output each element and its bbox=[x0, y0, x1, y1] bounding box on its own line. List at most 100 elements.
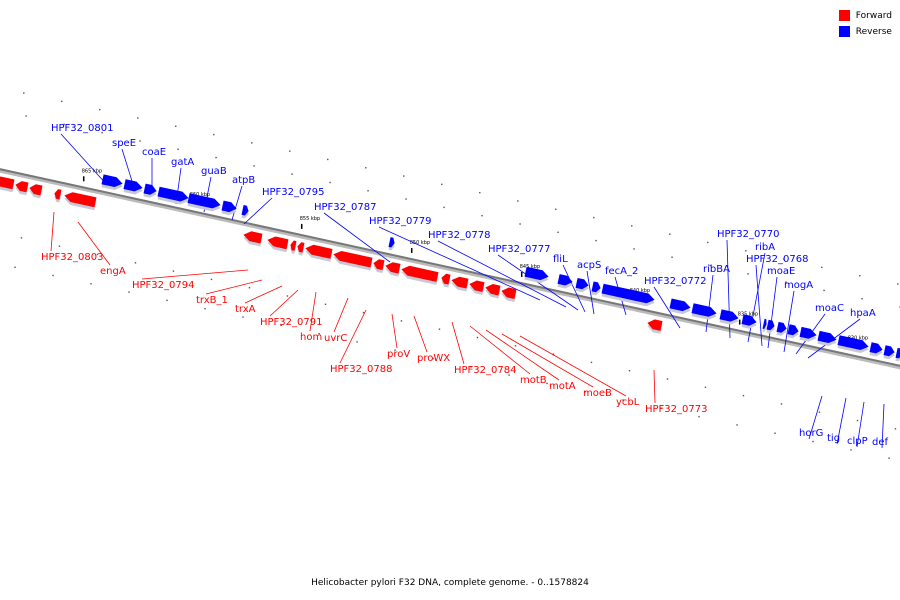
gene-arrow bbox=[187, 193, 221, 209]
gene-arrow bbox=[485, 284, 501, 296]
label-leader bbox=[323, 212, 391, 263]
scale-label: 850 kbp bbox=[410, 240, 430, 246]
gene-arrow bbox=[817, 330, 837, 343]
label-leader bbox=[856, 401, 865, 448]
gene-arrow bbox=[143, 183, 157, 195]
guide-dot bbox=[443, 206, 445, 209]
gene-arrow bbox=[373, 259, 385, 271]
guide-dot bbox=[557, 231, 559, 233]
guide-dot bbox=[242, 316, 244, 318]
gene-arrow bbox=[241, 205, 249, 216]
gene-arrow bbox=[601, 283, 655, 304]
scale-label: 835 kbp bbox=[738, 312, 758, 318]
guide-dot bbox=[742, 394, 745, 397]
guide-dot bbox=[519, 223, 521, 225]
gene-arrow bbox=[441, 273, 451, 285]
guide-dot bbox=[861, 298, 863, 300]
guide-dot bbox=[821, 266, 823, 269]
legend-forward-label: Forward bbox=[855, 10, 892, 21]
label-leader bbox=[653, 369, 656, 404]
gene-label: fecA_2 bbox=[605, 266, 638, 277]
guide-dot bbox=[204, 308, 206, 310]
gene-arrow bbox=[15, 181, 29, 193]
guide-dot bbox=[704, 386, 707, 389]
guide-dot bbox=[859, 274, 861, 277]
scale-label: 865 kbp bbox=[82, 168, 102, 174]
label-leader bbox=[60, 133, 109, 187]
scale-label: 840 kbp bbox=[630, 288, 650, 294]
label-leader bbox=[562, 264, 586, 313]
guide-dot bbox=[508, 374, 510, 376]
gene-arrow bbox=[267, 236, 289, 250]
guide-dot bbox=[812, 440, 814, 443]
legend-reverse: Reverse bbox=[838, 24, 892, 39]
label-leader bbox=[519, 335, 627, 397]
guide-dot bbox=[631, 225, 633, 227]
guide-dot bbox=[25, 115, 27, 117]
guide-dot bbox=[215, 156, 217, 159]
guide-dot bbox=[669, 233, 671, 235]
gene-arrow bbox=[29, 184, 43, 196]
gene-label: tig bbox=[827, 433, 840, 444]
scale-label: 855 kbp bbox=[300, 216, 320, 222]
label-leader bbox=[836, 397, 847, 445]
gene-arrow bbox=[54, 189, 62, 200]
gene-arrow bbox=[575, 278, 589, 290]
gene-label: HPF32_0772 bbox=[644, 276, 706, 287]
gene-arrow bbox=[869, 342, 883, 354]
gene-arrow bbox=[895, 347, 900, 359]
gene-arrow bbox=[837, 335, 869, 350]
gene-label: moaC bbox=[815, 303, 844, 314]
gene-arrow bbox=[883, 345, 895, 357]
gene-label: HPF32_0795 bbox=[262, 187, 324, 198]
guide-dot bbox=[248, 286, 251, 289]
guide-dot bbox=[894, 428, 897, 430]
gene-label: trxB_1 bbox=[196, 295, 228, 306]
guide-dot bbox=[134, 262, 137, 264]
gene-arrow bbox=[787, 324, 799, 336]
guide-dot bbox=[318, 332, 320, 335]
gene-label: HPF32_0788 bbox=[330, 364, 392, 375]
guide-dot bbox=[476, 336, 479, 339]
gene-arrow bbox=[123, 179, 143, 192]
guide-dot bbox=[622, 399, 624, 401]
gene-label: HPF32_0794 bbox=[132, 280, 194, 291]
guide-dot bbox=[441, 183, 443, 186]
guide-dot bbox=[394, 349, 396, 351]
backbone-line bbox=[0, 168, 900, 367]
guide-dot bbox=[99, 108, 101, 111]
gene-label: mogA bbox=[784, 280, 813, 291]
gene-arrow bbox=[401, 265, 439, 282]
label-leader bbox=[231, 185, 243, 221]
guide-dot bbox=[52, 274, 54, 277]
label-leader bbox=[881, 403, 885, 449]
guide-dot bbox=[432, 357, 434, 360]
gene-arrow bbox=[766, 319, 775, 331]
guide-dot bbox=[291, 173, 293, 175]
label-leader bbox=[243, 197, 273, 225]
gene-arrows bbox=[0, 174, 900, 362]
guide-dot bbox=[628, 370, 631, 372]
guide-dot bbox=[633, 248, 635, 250]
gene-labels: HPF32_0801 speE coaE gatA guaB atpB HPF32_0795… bbox=[41, 123, 889, 448]
label-leader bbox=[783, 290, 795, 353]
strand-guide-dots bbox=[14, 92, 900, 459]
guide-dot bbox=[666, 378, 669, 380]
guide-dot bbox=[818, 411, 821, 413]
gene-arrow bbox=[305, 244, 333, 259]
gene-label: ribA bbox=[755, 242, 775, 253]
guide-dot bbox=[698, 415, 700, 418]
guide-dot bbox=[823, 289, 825, 292]
gene-label: gatA bbox=[171, 157, 194, 168]
guide-dot bbox=[365, 167, 367, 169]
guide-dot bbox=[888, 457, 890, 459]
guide-dot bbox=[850, 449, 852, 451]
gene-label: motA bbox=[549, 381, 576, 392]
gene-label: HPF32_0768 bbox=[746, 254, 808, 265]
gene-label: HPF32_0791 bbox=[260, 317, 322, 328]
label-leader bbox=[501, 333, 594, 388]
guide-dot bbox=[405, 198, 407, 200]
guide-dot bbox=[14, 266, 16, 268]
gene-label: hpaA bbox=[850, 308, 876, 319]
